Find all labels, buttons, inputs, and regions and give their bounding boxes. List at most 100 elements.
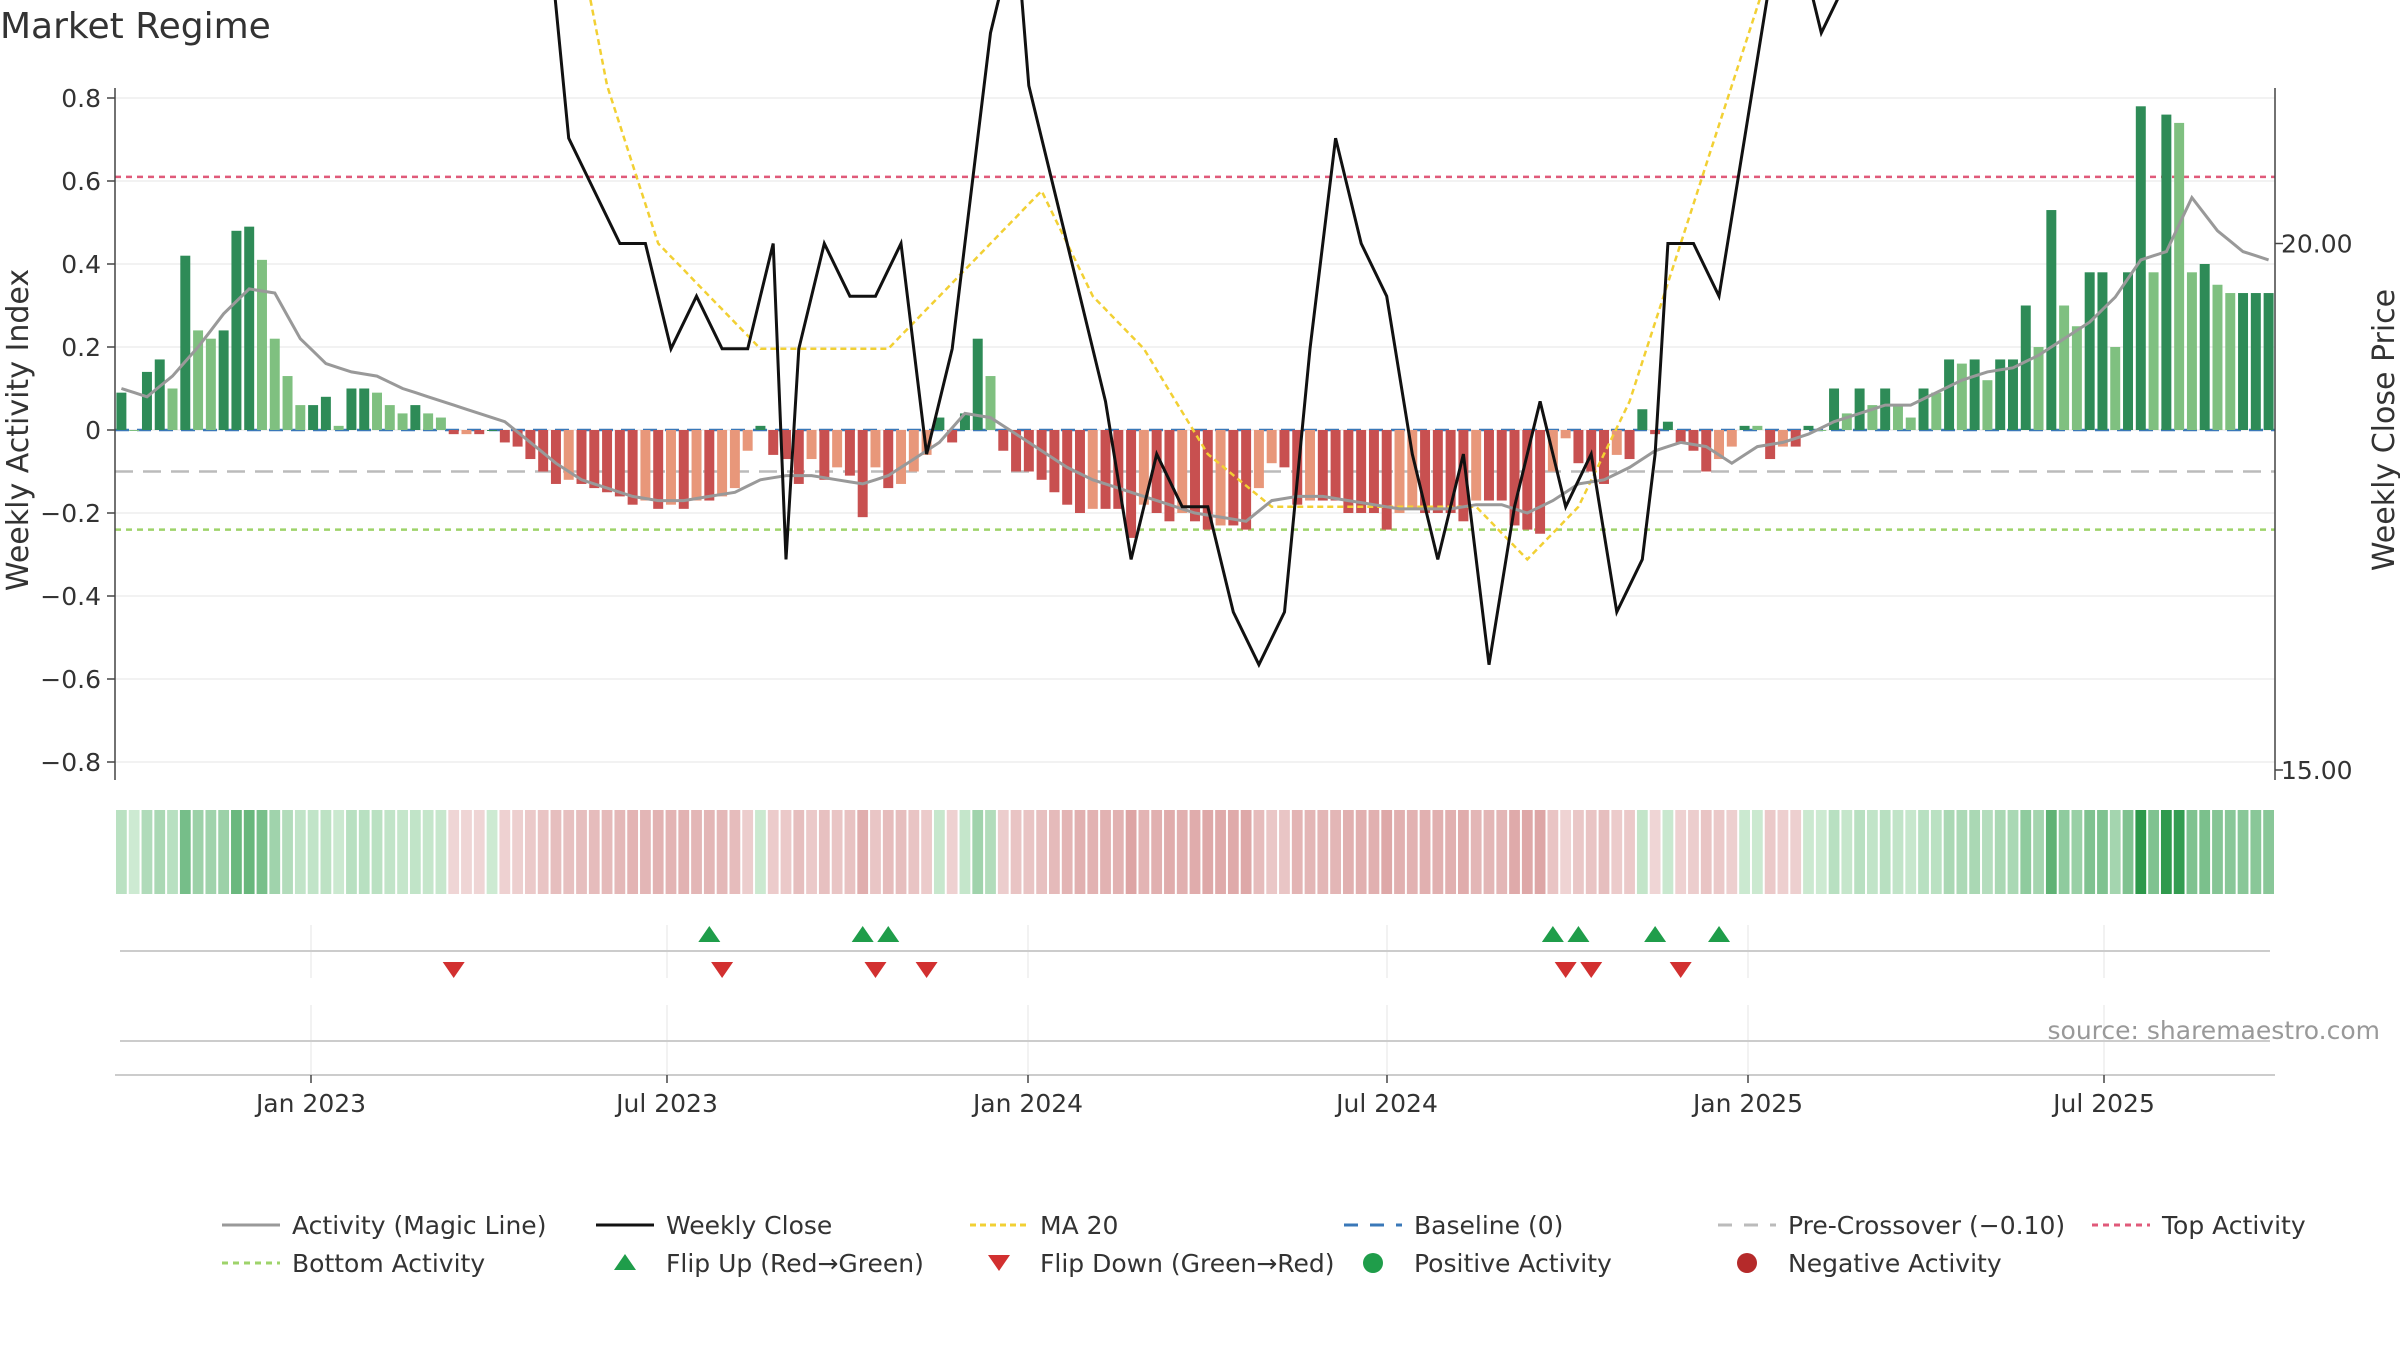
legend-weekly-close-label: Weekly Close: [666, 1211, 832, 1240]
activity-bar: [1829, 388, 1840, 430]
regime-cell: [1803, 810, 1814, 894]
flip-down-marker: [442, 962, 465, 978]
regime-cell: [2109, 810, 2121, 894]
activity-bar: [256, 259, 267, 430]
regime-cell: [2045, 810, 2057, 894]
activity-bar: [1177, 430, 1188, 513]
activity-bar: [614, 430, 625, 497]
activity-bar: [742, 430, 753, 451]
regime-cell: [1751, 810, 1763, 894]
regime-cell: [1189, 810, 1201, 894]
regime-cell: [1700, 810, 1712, 894]
activity-bar: [1036, 430, 1047, 480]
activity-bar: [2148, 272, 2159, 430]
regime-cell: [1202, 810, 1214, 894]
activity-bar: [372, 392, 382, 430]
regime-cell: [691, 810, 702, 894]
activity-bar: [717, 430, 728, 497]
legend-flip-up-swatch: [614, 1254, 636, 1270]
activity-bar: [2059, 305, 2070, 430]
flip-down-marker: [1669, 962, 1692, 978]
activity-bar: [269, 338, 280, 430]
activity-bar: [1138, 430, 1149, 505]
regime-cell: [1445, 810, 1457, 894]
activity-bar: [1573, 430, 1584, 464]
regime-cell: [1432, 810, 1444, 894]
regime-cell: [895, 810, 907, 894]
regime-cell: [576, 810, 587, 894]
regime-cell: [1100, 810, 1111, 894]
activity-bar: [1343, 430, 1354, 513]
flip-up-marker: [877, 926, 900, 942]
activity-bar: [2097, 272, 2108, 430]
regime-cell: [2135, 810, 2147, 894]
activity-bar: [947, 430, 958, 443]
y-left-tick-label: 0.4: [61, 250, 101, 279]
regime-cell: [2020, 810, 2032, 894]
activity-bar: [1215, 430, 1226, 526]
regime-cell: [1509, 810, 1520, 894]
regime-cell: [1956, 810, 1968, 894]
regime-cell: [678, 810, 690, 894]
regime-cell: [2186, 810, 2198, 894]
activity-bar: [1560, 430, 1571, 439]
activity-bar: [1522, 430, 1533, 530]
activity-bar: [244, 226, 255, 430]
regime-cell: [870, 810, 881, 894]
activity-bar: [423, 413, 434, 430]
activity-bar: [295, 405, 306, 430]
regime-cell: [1892, 810, 1904, 894]
activity-bar: [167, 388, 178, 430]
regime-cell: [1394, 810, 1405, 894]
flip-down-marker: [1580, 962, 1603, 978]
activity-bar: [1982, 380, 1993, 430]
regime-strip: [116, 810, 2274, 894]
activity-bar: [2046, 210, 2057, 430]
regime-cell: [1521, 810, 1533, 894]
activity-bar: [1841, 413, 1852, 430]
regime-cell: [1317, 810, 1329, 894]
left-axis: 0.8 0.6 0.4 0.2 0 −0.2 −0.4 −0.6 −0.8: [40, 84, 116, 780]
regime-cell: [512, 810, 523, 894]
regime-cell: [563, 810, 575, 894]
regime-cell: [1368, 810, 1380, 894]
regime-cell: [243, 810, 255, 894]
activity-bar: [1087, 430, 1098, 509]
activity-bar: [2263, 293, 2274, 430]
regime-cell: [972, 810, 984, 894]
x-tick-label: Jul 2025: [2051, 1089, 2155, 1118]
flip-down-marker: [711, 962, 734, 978]
regime-cell: [1726, 810, 1738, 894]
activity-bar: [1356, 430, 1367, 513]
activity-bar: [653, 430, 664, 509]
regime-cell: [755, 810, 766, 894]
regime-cell: [218, 810, 230, 894]
activity-bar: [1330, 430, 1341, 501]
activity-bar: [755, 425, 766, 430]
activity-bar: [985, 376, 996, 430]
activity-bar: [461, 430, 472, 435]
regime-cell: [1291, 810, 1303, 894]
activity-bar: [1995, 359, 2006, 430]
regime-cell: [2263, 810, 2274, 894]
activity-bar: [2250, 293, 2261, 430]
regime-cell: [307, 810, 319, 894]
activity-bar: [1854, 388, 1865, 430]
regime-cell: [1176, 810, 1188, 894]
regime-cell: [1010, 810, 1022, 894]
regime-cell: [1688, 810, 1699, 894]
regime-cell: [448, 810, 460, 894]
regime-cell: [1930, 810, 1942, 894]
activity-bar: [282, 376, 293, 430]
regime-cell: [205, 810, 217, 894]
activity-bar: [1496, 430, 1507, 501]
activity-bar: [180, 255, 191, 430]
regime-cell: [2058, 810, 2070, 894]
activity-bar: [2135, 106, 2146, 431]
regime-cell: [486, 810, 498, 894]
regime-cell: [1918, 810, 1929, 894]
regime-cell: [1151, 810, 1163, 894]
regime-cell: [1624, 810, 1635, 894]
activity-bar: [154, 359, 165, 430]
y-left-tick-label: 0: [85, 416, 101, 445]
